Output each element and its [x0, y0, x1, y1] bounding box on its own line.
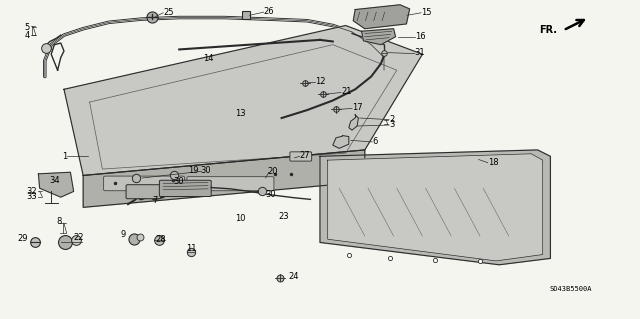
Text: SD43B5500A: SD43B5500A — [549, 286, 591, 292]
FancyBboxPatch shape — [159, 180, 211, 197]
Text: 30: 30 — [266, 190, 276, 199]
Text: FR.: FR. — [539, 25, 557, 35]
Text: 12: 12 — [316, 77, 326, 86]
Text: 32: 32 — [26, 187, 37, 196]
Polygon shape — [362, 29, 396, 45]
Text: 30: 30 — [200, 166, 211, 175]
Text: 16: 16 — [415, 32, 426, 41]
Text: 8: 8 — [56, 217, 61, 226]
Polygon shape — [83, 150, 365, 207]
FancyBboxPatch shape — [290, 152, 312, 161]
FancyBboxPatch shape — [104, 176, 184, 191]
Text: 10: 10 — [236, 214, 246, 223]
Text: 18: 18 — [488, 158, 499, 167]
Text: 9: 9 — [120, 230, 125, 239]
Polygon shape — [349, 115, 358, 130]
Text: 17: 17 — [352, 103, 363, 112]
Text: 13: 13 — [236, 109, 246, 118]
Polygon shape — [320, 150, 550, 265]
Text: 24: 24 — [288, 272, 298, 281]
Polygon shape — [38, 172, 74, 197]
Text: 34: 34 — [49, 176, 60, 185]
Text: 22: 22 — [74, 233, 84, 241]
Text: 7: 7 — [152, 197, 157, 205]
Text: 4: 4 — [24, 31, 29, 40]
Polygon shape — [353, 5, 410, 29]
Text: 25: 25 — [163, 8, 173, 17]
Text: 15: 15 — [421, 8, 431, 17]
Polygon shape — [333, 136, 349, 148]
Text: 3: 3 — [389, 120, 394, 129]
Text: 5: 5 — [24, 23, 29, 32]
Text: 19: 19 — [188, 166, 198, 175]
Text: 26: 26 — [264, 7, 275, 16]
Text: 14: 14 — [204, 54, 214, 63]
Text: 1: 1 — [62, 152, 67, 161]
Polygon shape — [328, 154, 543, 261]
FancyBboxPatch shape — [187, 177, 274, 191]
Text: 31: 31 — [415, 48, 426, 57]
Text: 21: 21 — [341, 87, 351, 96]
Text: 33: 33 — [26, 192, 37, 201]
Text: 6: 6 — [372, 137, 378, 146]
Text: 29: 29 — [18, 234, 28, 243]
Text: 2: 2 — [389, 115, 394, 124]
Text: 28: 28 — [156, 235, 166, 244]
FancyBboxPatch shape — [126, 185, 161, 199]
Text: 11: 11 — [186, 244, 196, 253]
Text: 20: 20 — [268, 167, 278, 176]
Polygon shape — [64, 26, 422, 175]
Text: 27: 27 — [300, 151, 310, 160]
Text: 23: 23 — [278, 212, 289, 221]
Text: 30: 30 — [173, 177, 184, 186]
